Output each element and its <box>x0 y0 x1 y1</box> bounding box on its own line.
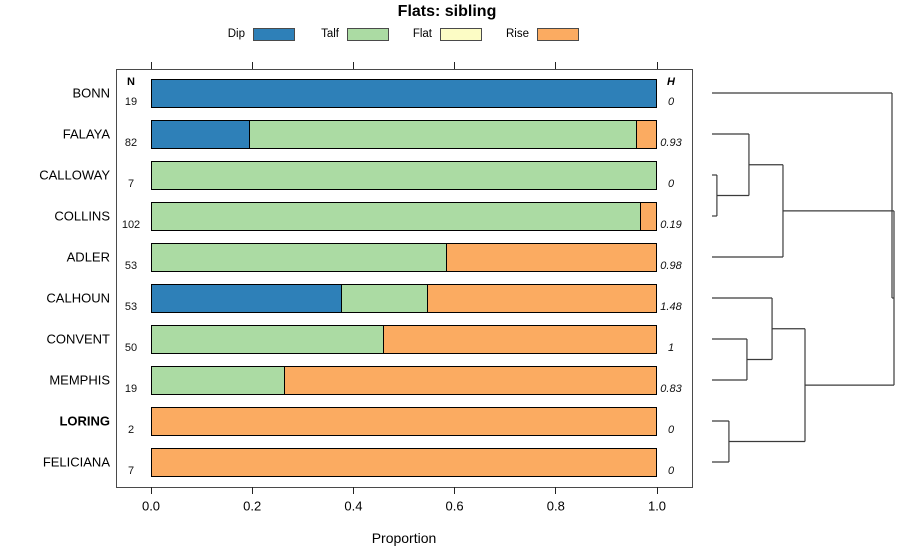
row-label: CONVENT <box>46 331 110 347</box>
row-label: ADLER <box>66 249 110 265</box>
bar-row-bonn <box>151 78 657 108</box>
legend-swatch-flat <box>440 28 482 41</box>
x-tick-label: 0.0 <box>141 498 161 514</box>
n-value: 53 <box>124 301 138 313</box>
x-tick-label: 0.6 <box>445 498 464 514</box>
legend-swatch-talf <box>347 28 389 41</box>
x-tick-label: 0.8 <box>546 498 565 514</box>
n-value: 50 <box>124 342 138 354</box>
chart-title: Flats: sibling <box>397 3 497 20</box>
row-label: FALAYA <box>62 126 110 142</box>
h-value: 0 <box>667 96 675 108</box>
x-tick-top <box>454 62 456 69</box>
h-value: 1 <box>667 342 675 354</box>
x-tick-top <box>352 62 354 69</box>
h-value: 1.48 <box>660 301 682 313</box>
bar-row-calhoun <box>151 283 657 313</box>
x-tick-bottom <box>555 487 557 494</box>
bar-row-collins <box>151 201 657 231</box>
h-value: 0 <box>667 424 675 436</box>
x-tick-label: 0.4 <box>344 498 363 514</box>
h-value: 0 <box>667 178 675 190</box>
row-label: BONN <box>72 85 110 101</box>
h-value: 0.93 <box>660 137 682 149</box>
legend-label-talf: Talf <box>321 28 339 40</box>
bar-segment-dip <box>152 120 251 148</box>
row-label: CALHOUN <box>46 290 110 306</box>
bar-segment-dip <box>152 284 342 312</box>
x-tick-top <box>656 62 658 69</box>
bar-segment-talf <box>152 243 447 271</box>
row-label: COLLINS <box>54 208 110 224</box>
n-value: 2 <box>127 424 135 436</box>
bar-segment-talf <box>152 325 384 353</box>
n-value: 7 <box>127 465 135 477</box>
h-column-header: H <box>667 76 675 88</box>
bar-segment-rise <box>427 284 656 312</box>
x-tick-top <box>251 62 253 69</box>
row-label: FELICIANA <box>42 454 110 470</box>
n-value: 19 <box>124 96 138 108</box>
bar-segment-talf <box>152 366 285 394</box>
legend-label-dip: Dip <box>227 28 245 40</box>
x-tick-bottom <box>251 487 253 494</box>
plot-box <box>116 69 693 488</box>
bar-row-calloway <box>151 160 657 190</box>
legend-swatch-rise <box>537 28 579 41</box>
bar-segment-talf <box>250 120 638 148</box>
legend: Dip Talf Flat Rise <box>0 0 900 48</box>
bar-segment-rise <box>152 407 656 435</box>
row-label: LORING <box>59 413 110 429</box>
legend-label-rise: Rise <box>505 28 529 40</box>
n-value: 102 <box>121 219 141 231</box>
x-tick-bottom <box>352 487 354 494</box>
bar-row-adler <box>151 242 657 272</box>
n-value: 53 <box>124 260 138 272</box>
row-label: MEMPHIS <box>49 372 110 388</box>
bar-segment-rise <box>284 366 656 394</box>
bar-row-feliciana <box>151 447 657 477</box>
h-value: 0.98 <box>660 260 682 272</box>
legend-label-flat: Flat <box>412 28 432 40</box>
bar-segment-rise <box>637 120 656 148</box>
x-tick-top <box>150 62 152 69</box>
bar-row-falaya <box>151 119 657 149</box>
bar-segment-dip <box>152 79 656 107</box>
bar-segment-talf <box>152 202 642 230</box>
x-tick-label: 1.0 <box>647 498 667 514</box>
h-value: 0 <box>667 465 675 477</box>
row-label: CALLOWAY <box>39 167 110 183</box>
bar-segment-rise <box>383 325 656 353</box>
bar-segment-talf <box>152 161 656 189</box>
x-tick-label: 0.2 <box>243 498 262 514</box>
bar-row-convent <box>151 324 657 354</box>
bar-segment-rise <box>446 243 656 271</box>
x-tick-top <box>555 62 557 69</box>
n-column-header: N <box>127 76 135 88</box>
x-tick-bottom <box>150 487 152 494</box>
n-value: 7 <box>127 178 135 190</box>
h-value: 0.83 <box>660 383 682 395</box>
bar-row-loring <box>151 406 657 436</box>
bar-segment-talf <box>342 284 428 312</box>
legend-swatch-dip <box>253 28 295 41</box>
x-tick-bottom <box>656 487 658 494</box>
bar-segment-rise <box>641 202 656 230</box>
bar-segment-rise <box>152 448 656 476</box>
n-value: 19 <box>124 383 138 395</box>
x-tick-bottom <box>454 487 456 494</box>
x-axis-title: Proportion <box>371 530 437 546</box>
h-value: 0.19 <box>660 219 682 231</box>
bar-row-memphis <box>151 365 657 395</box>
n-value: 82 <box>124 137 138 149</box>
